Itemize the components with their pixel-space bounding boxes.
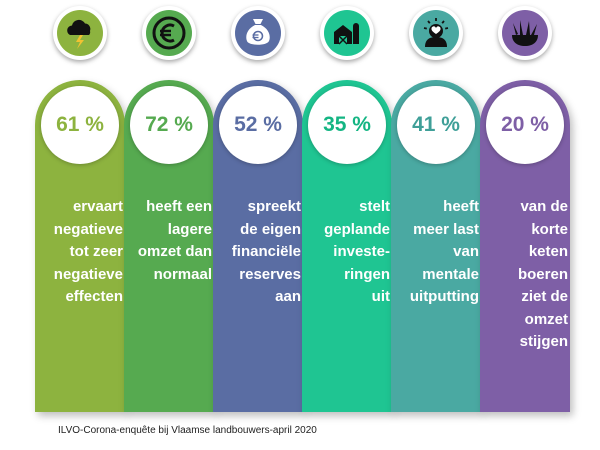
- description-4-line-3: investe-: [333, 243, 390, 260]
- description-3-line-4: reserves: [239, 265, 301, 283]
- column-4: 35 % stelt geplande investe- ringen uit: [302, 0, 392, 420]
- value-label-6: 20 %: [486, 86, 564, 164]
- description-5-line-3: van: [453, 243, 479, 260]
- description-4: stelt geplande investe- ringen uit: [304, 196, 390, 309]
- column-3: 52 % spreekt de eigen financiële reserve…: [213, 0, 303, 420]
- description-1-line-2: negatieve: [53, 220, 123, 238]
- description-6-line-6: omzet: [524, 310, 568, 328]
- description-6-line-2: korte: [531, 220, 568, 238]
- money-bag-icon: [235, 10, 281, 56]
- description-2-line-4: normaal: [153, 265, 212, 283]
- vegetable-basket-icon: [502, 10, 548, 56]
- description-2-line-1: heeft een: [146, 198, 212, 215]
- description-2-line-2: lagere: [167, 220, 212, 238]
- description-1-line-5: effecten: [65, 288, 123, 305]
- description-5-line-5: uitputting: [409, 288, 479, 305]
- footnote: ILVO-Corona-enquête bij Vlaamse landbouw…: [58, 425, 317, 436]
- icon-circle-6: [498, 6, 552, 60]
- farm-barn-icon: [324, 10, 370, 56]
- description-3: spreekt de eigen financiële reserves aan: [215, 196, 301, 309]
- description-5-line-1: heeft: [443, 198, 479, 215]
- description-3-line-5: aan: [275, 288, 301, 305]
- value-label-5: 41 %: [397, 86, 475, 164]
- description-6-line-5: ziet de: [521, 288, 568, 305]
- icon-circle-2: [142, 6, 196, 60]
- description-6: van de korte keten boeren ziet de omzet …: [482, 196, 568, 354]
- description-2-line-3: omzet dan: [137, 243, 212, 260]
- description-4-line-1: stelt: [359, 198, 390, 215]
- value-label-1: 61 %: [41, 86, 119, 164]
- icon-circle-1: [53, 6, 107, 60]
- description-1-line-3: tot zeer: [69, 243, 123, 260]
- description-4-line-5: uit: [371, 288, 390, 305]
- infographic: 61 % ervaart negatieve tot zeer negatiev…: [35, 0, 570, 420]
- column-2: 72 % heeft een lagere omzet dan normaal: [124, 0, 214, 420]
- description-1-line-4: negatieve: [53, 265, 123, 283]
- description-6-line-1: van de: [520, 198, 568, 215]
- value-label-2: 72 %: [130, 86, 208, 164]
- icon-circle-5: [409, 6, 463, 60]
- column-6: 20 % van de korte keten boeren ziet de o…: [480, 0, 570, 420]
- storm-cloud-icon: [57, 10, 103, 56]
- column-5: 41 % heeft meer last van mentale uitputt…: [391, 0, 481, 420]
- description-3-line-2: de eigen: [240, 220, 301, 238]
- description-4-line-4: ringen: [344, 265, 390, 283]
- description-3-line-3: financiële: [231, 243, 301, 260]
- description-1: ervaart negatieve tot zeer negatieve eff…: [37, 196, 123, 309]
- column-1: 61 % ervaart negatieve tot zeer negatiev…: [35, 0, 125, 420]
- euro-icon: [146, 10, 192, 56]
- description-5-line-4: mentale: [422, 265, 479, 283]
- description-3-line-1: spreekt: [247, 198, 301, 215]
- icon-circle-3: [231, 6, 285, 60]
- description-6-line-4: boeren: [517, 265, 568, 283]
- description-5: heeft meer last van mentale uitputting: [393, 196, 479, 309]
- head-heart-icon: [413, 10, 459, 56]
- description-4-line-2: geplande: [324, 220, 390, 238]
- description-2: heeft een lagere omzet dan normaal: [126, 196, 212, 286]
- description-5-line-2: meer last: [413, 220, 479, 238]
- description-6-line-3: keten: [528, 243, 568, 260]
- description-1-line-1: ervaart: [72, 198, 123, 215]
- value-label-3: 52 %: [219, 86, 297, 164]
- value-label-4: 35 %: [308, 86, 386, 164]
- description-6-line-7: stijgen: [519, 333, 568, 350]
- icon-circle-4: [320, 6, 374, 60]
